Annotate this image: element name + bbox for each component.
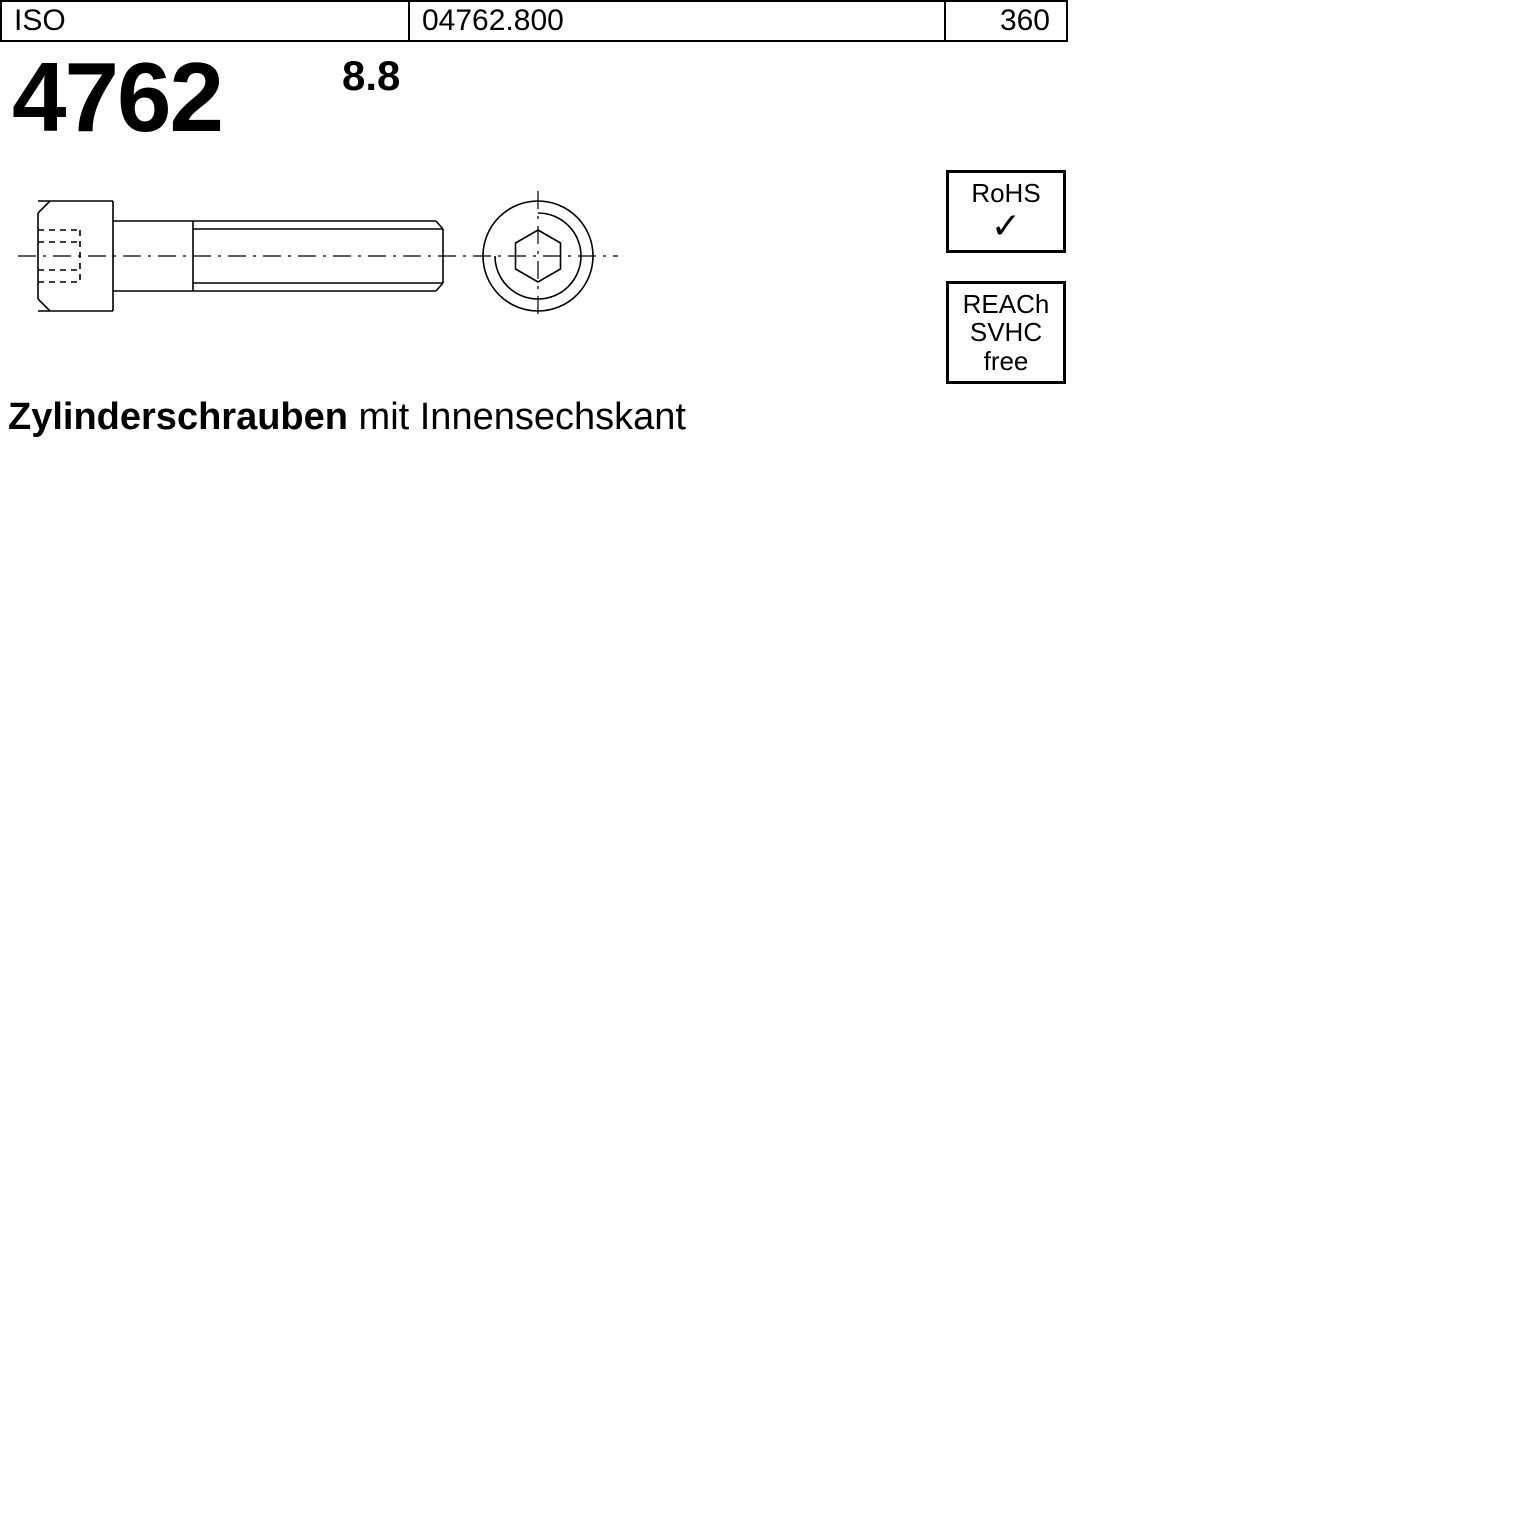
description-rest: mit Innensechskant [348, 396, 686, 438]
strength-grade: 8.8 [342, 52, 400, 100]
screw-diagram [18, 176, 1068, 346]
spec-row: 4762 8.8 [0, 42, 1068, 146]
rohs-label: RoHS [971, 179, 1040, 208]
reach-line3: free [984, 347, 1029, 376]
standard-number: 4762 [0, 48, 222, 146]
content-panel: ISO 04762.800 360 4762 8.8 [0, 0, 1068, 439]
description-bold: Zylinderschrauben [8, 396, 348, 438]
page: ISO 04762.800 360 4762 8.8 [0, 0, 1536, 1536]
reach-badge: REACh SVHC free [946, 281, 1066, 385]
header-standard-label: ISO [2, 2, 410, 40]
reach-line1: REACh [963, 290, 1050, 319]
reach-line2: SVHC [970, 318, 1042, 347]
header-row: ISO 04762.800 360 [0, 0, 1068, 42]
check-icon: ✓ [991, 208, 1021, 244]
rohs-badge: RoHS ✓ [946, 170, 1066, 253]
header-code: 04762.800 [410, 2, 946, 40]
description: Zylinderschrauben mit Innensechskant [0, 396, 1068, 439]
screw-svg [18, 176, 638, 336]
compliance-badges: RoHS ✓ REACh SVHC free [946, 170, 1068, 384]
header-right-value: 360 [946, 2, 1066, 40]
